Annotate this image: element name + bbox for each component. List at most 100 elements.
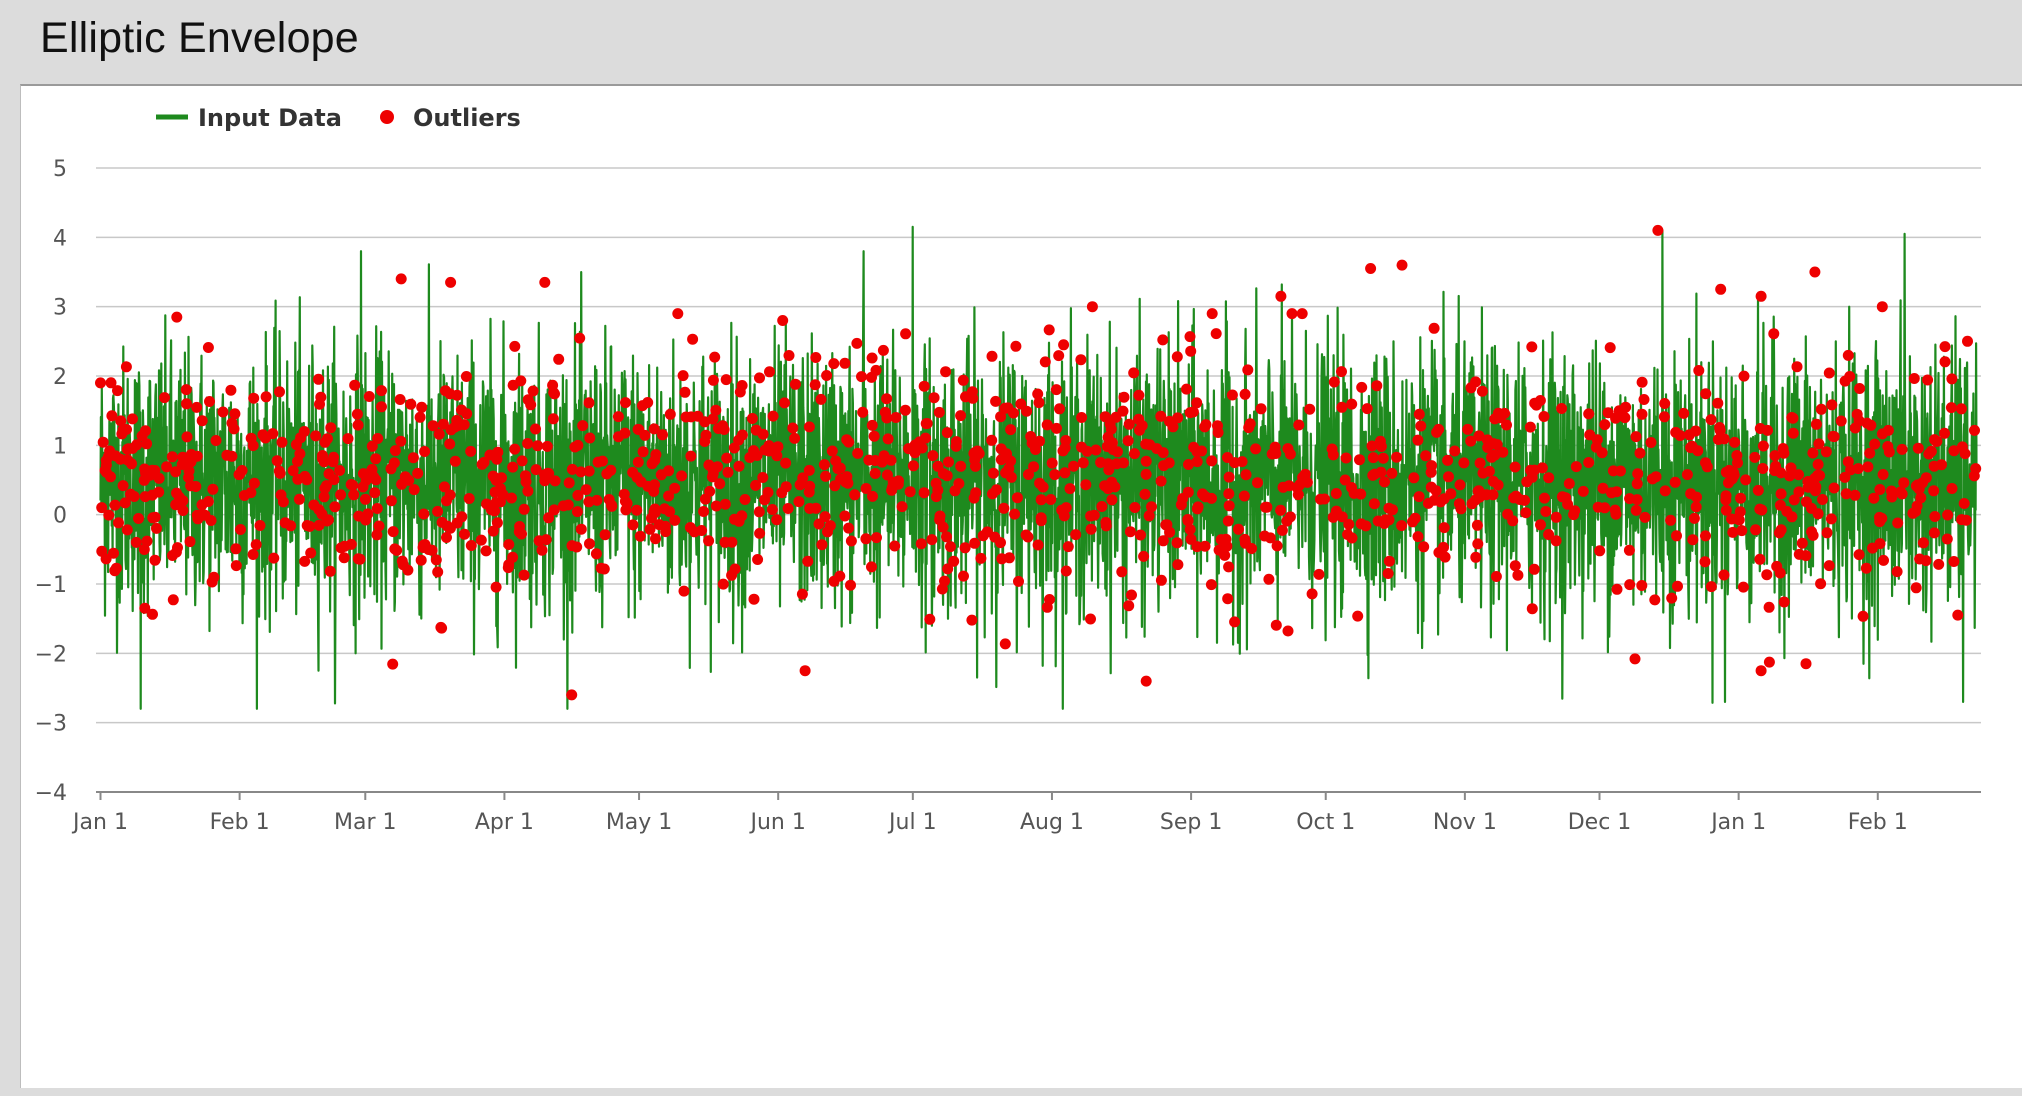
outlier-point bbox=[1458, 457, 1470, 469]
outlier-point bbox=[141, 535, 153, 547]
legend-dot-swatch bbox=[380, 110, 394, 124]
outlier-point bbox=[1039, 356, 1051, 368]
outlier-point bbox=[1492, 479, 1504, 491]
outlier-point bbox=[803, 464, 815, 476]
outlier-point bbox=[1206, 455, 1218, 467]
outlier-point bbox=[789, 432, 801, 444]
outlier-point bbox=[490, 474, 502, 486]
legend-item-outliers[interactable]: Outliers bbox=[380, 104, 521, 132]
outlier-point bbox=[210, 435, 222, 446]
outlier-point bbox=[103, 450, 115, 462]
outlier-point bbox=[1454, 479, 1466, 491]
outlier-point bbox=[868, 430, 880, 442]
outlier-point bbox=[139, 602, 151, 614]
outlier-point bbox=[549, 475, 561, 487]
outlier-point bbox=[754, 372, 765, 384]
outlier-point bbox=[1391, 451, 1403, 463]
outlier-point bbox=[1354, 454, 1365, 466]
outlier-point bbox=[1058, 510, 1070, 522]
outlier-point bbox=[684, 522, 696, 533]
outlier-point bbox=[370, 453, 382, 465]
outlier-point bbox=[481, 498, 493, 510]
outlier-point bbox=[376, 401, 387, 413]
outlier-point bbox=[408, 484, 420, 496]
outlier-point bbox=[149, 554, 161, 566]
outlier-point bbox=[904, 486, 916, 498]
outlier-point bbox=[852, 447, 864, 459]
outlier-point bbox=[1915, 492, 1927, 504]
outlier-point bbox=[834, 570, 846, 582]
outlier-point bbox=[839, 510, 851, 522]
outlier-point bbox=[1275, 504, 1287, 516]
page-header: Elliptic Envelope bbox=[0, 0, 2022, 84]
y-tick-label: 0 bbox=[53, 504, 67, 529]
outlier-point bbox=[414, 411, 426, 423]
outlier-point bbox=[119, 497, 131, 509]
outlier-point bbox=[1286, 308, 1298, 320]
outlier-point bbox=[95, 377, 106, 389]
outlier-point bbox=[1034, 435, 1045, 447]
outlier-point bbox=[191, 401, 203, 413]
outlier-point bbox=[1175, 499, 1187, 511]
legend-item-input-data[interactable]: Input Data bbox=[156, 104, 342, 132]
outlier-point bbox=[301, 474, 313, 486]
outlier-point bbox=[966, 386, 978, 398]
outlier-point bbox=[1845, 464, 1857, 476]
outlier-point bbox=[1263, 573, 1275, 585]
outlier-point bbox=[710, 404, 722, 416]
outlier-point bbox=[1910, 582, 1922, 594]
outlier-point bbox=[444, 438, 456, 450]
outlier-point bbox=[389, 445, 401, 457]
outlier-point bbox=[1933, 558, 1945, 570]
outlier-point bbox=[313, 373, 324, 385]
y-tick-label: −1 bbox=[35, 573, 67, 598]
outlier-point bbox=[530, 423, 541, 435]
outlier-point bbox=[1550, 535, 1562, 547]
outlier-point bbox=[1620, 401, 1632, 413]
outlier-point bbox=[395, 435, 407, 447]
outlier-point bbox=[254, 520, 266, 531]
outlier-point bbox=[1813, 438, 1825, 450]
outlier-point bbox=[764, 366, 775, 378]
outlier-point bbox=[317, 450, 328, 461]
legend[interactable]: Input Data Outliers bbox=[156, 104, 521, 132]
outlier-point bbox=[1624, 493, 1636, 505]
outlier-point bbox=[1860, 562, 1872, 574]
outlier-point bbox=[797, 472, 809, 484]
outlier-point bbox=[539, 469, 551, 481]
outlier-point bbox=[1476, 385, 1488, 397]
outlier-point bbox=[369, 487, 381, 499]
outlier-point bbox=[1407, 516, 1418, 528]
outlier-point bbox=[1445, 488, 1457, 500]
outlier-point bbox=[889, 540, 901, 552]
outlier-point bbox=[759, 494, 771, 506]
outlier-point bbox=[113, 517, 124, 529]
outlier-point bbox=[958, 570, 969, 582]
outlier-point bbox=[753, 506, 765, 518]
outlier-point bbox=[1920, 555, 1932, 567]
outlier-point bbox=[1378, 518, 1390, 529]
outlier-point bbox=[389, 543, 401, 555]
outlier-point bbox=[520, 476, 532, 488]
outlier-point bbox=[1283, 480, 1295, 492]
outlier-point bbox=[841, 434, 853, 446]
outlier-point bbox=[1946, 483, 1958, 494]
outlier-point bbox=[1685, 442, 1697, 454]
outlier-point bbox=[1842, 349, 1854, 361]
outlier-point bbox=[1143, 510, 1155, 522]
outlier-point bbox=[1122, 435, 1134, 447]
outlier-point bbox=[1861, 417, 1873, 429]
outlier-point bbox=[208, 571, 220, 583]
outlier-point bbox=[444, 388, 456, 400]
outlier-point bbox=[1032, 539, 1044, 551]
outlier-point bbox=[1877, 469, 1889, 480]
outlier-point bbox=[516, 455, 528, 467]
outlier-point bbox=[130, 536, 142, 548]
outlier-point bbox=[518, 503, 530, 515]
outlier-point bbox=[1276, 524, 1288, 536]
outlier-point bbox=[387, 658, 399, 670]
outlier-point bbox=[1715, 283, 1727, 295]
outlier-point bbox=[1788, 494, 1800, 506]
outlier-point bbox=[116, 428, 128, 440]
outlier-point bbox=[387, 526, 399, 538]
